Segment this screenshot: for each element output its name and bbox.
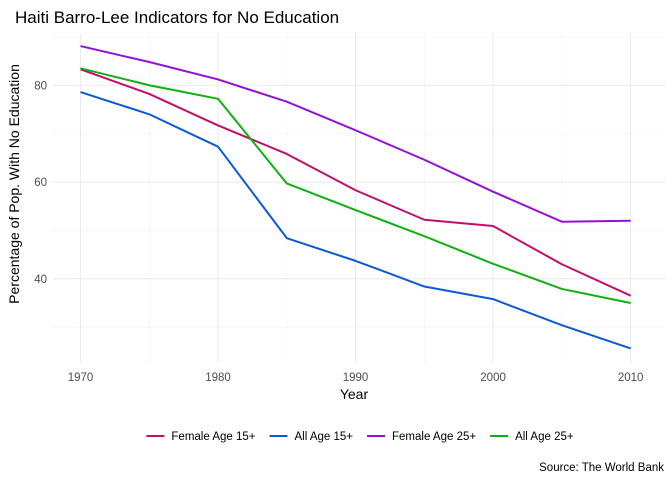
series-line-all-age-15 bbox=[80, 91, 631, 350]
legend-item: Female Age 25+ bbox=[367, 431, 476, 443]
x-tick-label: 1970 bbox=[68, 372, 94, 384]
chart-caption: Source: The World Bank bbox=[539, 462, 664, 474]
legend-label: Female Age 25+ bbox=[392, 431, 476, 443]
x-axis-title: Year bbox=[340, 386, 369, 402]
legend-item: All Age 15+ bbox=[269, 431, 353, 443]
legend-label: Female Age 15+ bbox=[171, 431, 255, 443]
x-tick-label: 2000 bbox=[480, 372, 506, 384]
series-line-female-age-25 bbox=[80, 45, 631, 223]
series-line-female-age-15 bbox=[80, 68, 632, 297]
major-gridlines bbox=[53, 33, 665, 362]
legend-label: All Age 15+ bbox=[294, 431, 353, 443]
y-axis-ticks: 40 60 80 bbox=[34, 80, 47, 286]
minor-gridlines bbox=[53, 33, 665, 362]
y-tick-label: 40 bbox=[34, 274, 47, 286]
series-lines bbox=[80, 45, 632, 350]
legend-item: All Age 25+ bbox=[490, 431, 574, 443]
legend: Female Age 15+ All Age 15+ Female Age 25+ A… bbox=[146, 431, 574, 443]
series-line-all-age-25 bbox=[80, 67, 631, 304]
x-tick-label: 1990 bbox=[343, 372, 369, 384]
x-tick-label: 2010 bbox=[618, 372, 644, 384]
legend-label: All Age 25+ bbox=[515, 431, 574, 443]
y-tick-label: 80 bbox=[34, 80, 47, 92]
x-axis-ticks: 1970 1980 1990 2000 2010 bbox=[68, 372, 644, 384]
chart-title: Haiti Barro-Lee Indicators for No Educat… bbox=[15, 8, 339, 27]
y-axis-title: Percentage of Pop. With No Education bbox=[6, 64, 22, 304]
y-tick-label: 60 bbox=[34, 177, 47, 189]
legend-item: Female Age 15+ bbox=[146, 431, 256, 443]
x-tick-label: 1980 bbox=[205, 372, 231, 384]
